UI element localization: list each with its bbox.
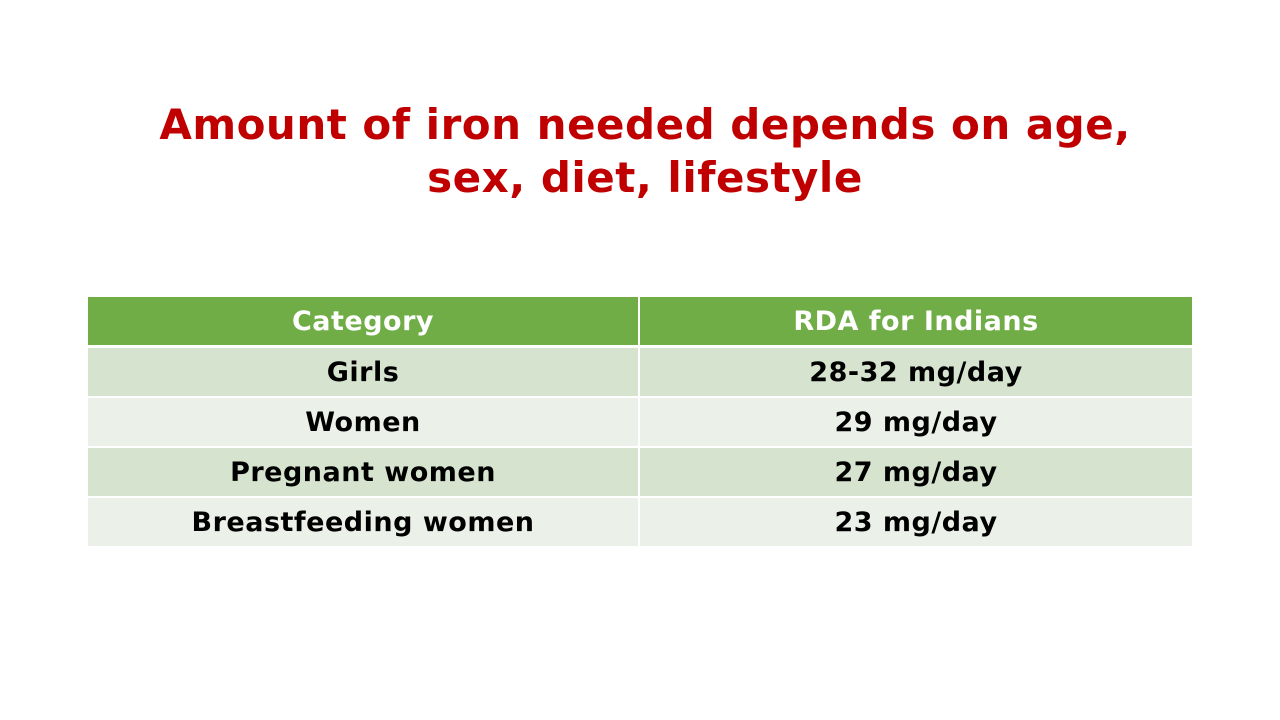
table-header-row: Category RDA for Indians: [88, 297, 1192, 347]
cell-category: Pregnant women: [230, 456, 496, 488]
table-row: Girls 28-32 mg/day: [88, 346, 1192, 397]
header-rda: RDA for Indians: [638, 297, 1192, 347]
cell-category: Women: [305, 406, 421, 438]
slide-title: Amount of iron needed depends on age, se…: [100, 98, 1190, 204]
table-row: Breastfeeding women 23 mg/day: [88, 497, 1192, 546]
cell-rda: 23 mg/day: [638, 497, 1192, 546]
title-line: sex, diet, lifestyle: [427, 153, 863, 202]
cell-category: Girls: [326, 356, 400, 388]
title-line: Amount of iron needed depends on age,: [159, 100, 1131, 149]
cell-rda: 28-32 mg/day: [638, 346, 1192, 397]
cell-category: Breastfeeding women: [191, 506, 535, 538]
cell-rda: 27 mg/day: [638, 447, 1192, 497]
table-row: Pregnant women 27 mg/day: [88, 447, 1192, 497]
rda-table: Category RDA for Indians Girls 28-32 mg/…: [88, 297, 1192, 546]
table-row: Women 29 mg/day: [88, 397, 1192, 447]
cell-rda: 29 mg/day: [638, 397, 1192, 447]
header-category: Category: [291, 305, 435, 337]
